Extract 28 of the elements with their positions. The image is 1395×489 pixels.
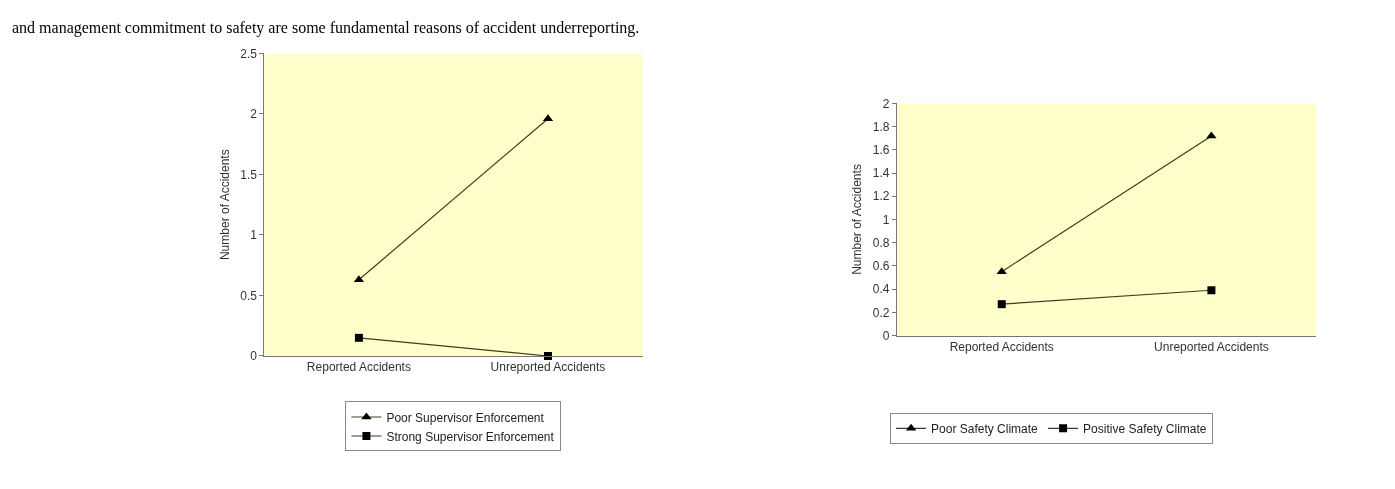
- y-tick-label: 1.4: [872, 166, 890, 181]
- y-axis-title: Number of Accidents: [217, 149, 232, 261]
- y-tick-label: 0: [250, 349, 258, 364]
- y-tick-label: 1: [882, 212, 890, 227]
- y-axis-title: Number of Accidents: [850, 164, 865, 275]
- x-tick-label: Unreported Accidents: [1154, 339, 1269, 354]
- x-tick-label: Reported Accidents: [306, 360, 411, 375]
- y-tick-label: 0.4: [872, 282, 890, 297]
- y-tick-label: 1: [250, 228, 258, 243]
- y-tick-label: 0: [882, 328, 890, 343]
- y-tick-label: 1.6: [872, 143, 890, 158]
- y-tick-label: 2: [250, 107, 258, 122]
- y-tick-label: 0.8: [872, 235, 890, 250]
- legend-label: Positive Safety Climate: [1083, 422, 1207, 437]
- y-tick-label: 0.6: [872, 259, 890, 274]
- x-tick-label: Reported Accidents: [949, 339, 1054, 354]
- x-tick-label: Unreported Accidents: [490, 360, 606, 375]
- y-tick-label: 2.5: [240, 46, 258, 61]
- legend-label: Poor Safety Climate: [931, 422, 1039, 437]
- y-tick-label: 0.5: [240, 288, 258, 303]
- y-tick-label: 1.2: [872, 189, 890, 204]
- y-tick-label: 1.5: [240, 167, 258, 182]
- legend-label: Poor Supervisor Enforcement: [386, 410, 545, 425]
- y-tick-label: 0.2: [872, 305, 890, 320]
- y-tick-label: 1.8: [872, 119, 890, 134]
- text: and management commitment to safety are some fundamental reasons of accident underreporting.: [12, 19, 640, 37]
- legend-label: Strong Supervisor Enforcement: [386, 429, 555, 444]
- y-tick-label: 2: [882, 96, 890, 111]
